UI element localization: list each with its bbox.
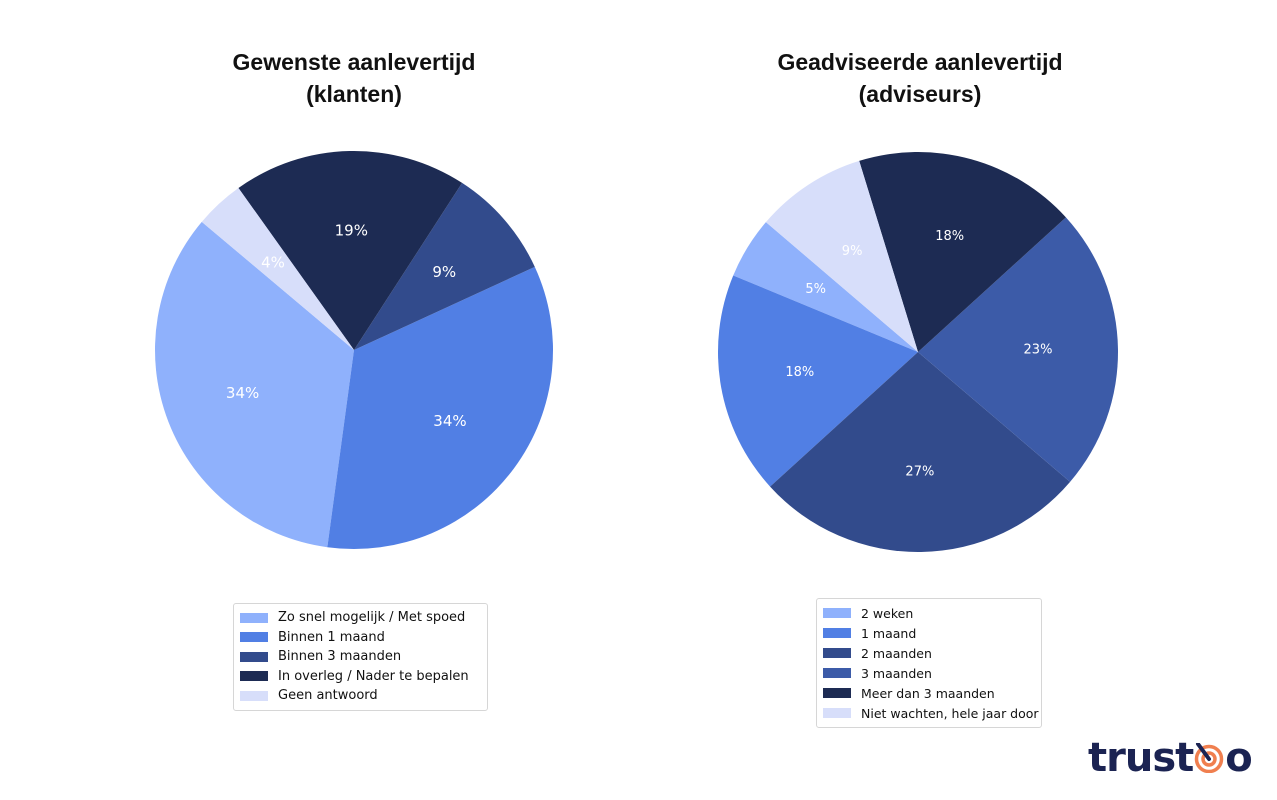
pie-slice [859, 152, 1066, 352]
chart-title-adviseurs: Geadviseerde aanlevertijd (adviseurs) [720, 46, 1120, 110]
legend-item: Meer dan 3 maanden [823, 683, 1035, 703]
legend-swatch [240, 612, 268, 623]
pie-slice [733, 222, 918, 352]
legend-swatch [823, 668, 851, 678]
slice-percentage-label: 19% [335, 222, 368, 240]
pie-slice [238, 151, 463, 350]
chart-title-line2: (adviseurs) [858, 81, 982, 107]
legend-label: 2 maanden [861, 645, 932, 661]
legend-swatch [823, 648, 851, 658]
legend-klanten: Zo snel mogelijk / Met spoed Binnen 1 ma… [233, 603, 488, 711]
pie-slice [155, 221, 354, 548]
pie-slice [770, 352, 1071, 552]
legend-swatch [823, 628, 851, 638]
legend-label: In overleg / Nader te bepalen [278, 668, 469, 684]
slice-percentage-label: 27% [905, 464, 934, 479]
legend-swatch [240, 632, 268, 643]
pie-slice [201, 187, 354, 350]
legend-item: Niet wachten, hele jaar door [823, 703, 1039, 723]
legend-swatch [240, 690, 268, 701]
legend-item: 3 maanden [823, 663, 1035, 683]
pie-chart-klanten: 34% 34% 9% 19% 4% [155, 151, 553, 549]
legend-label: Zo snel mogelijk / Met spoed [278, 610, 466, 626]
slice-percentage-label: 34% [433, 412, 466, 430]
legend-item: Binnen 1 maand [240, 628, 481, 648]
legend-swatch [823, 688, 851, 698]
legend-label: Geen antwoord [278, 688, 378, 704]
chart-title-line1: Geadviseerde aanlevertijd [777, 49, 1063, 75]
legend-item: Zo snel mogelijk / Met spoed [240, 608, 481, 628]
pie-slice [918, 217, 1118, 482]
pie-slice [354, 182, 535, 350]
legend-swatch [823, 708, 851, 718]
legend-label: Binnen 3 maanden [278, 649, 402, 665]
legend-item: Geen antwoord [240, 686, 481, 706]
target-icon [1195, 742, 1224, 774]
legend-swatch [240, 651, 268, 662]
legend-item: 2 weken [823, 603, 1035, 623]
slice-percentage-label: 4% [261, 253, 285, 271]
slice-percentage-label: 23% [1024, 343, 1053, 358]
slice-percentage-label: 9% [842, 244, 863, 259]
legend-swatch [823, 608, 851, 618]
slice-percentage-label: 34% [226, 384, 259, 402]
pie-chart-adviseurs: 5% 18% 27% 23% 18% 9% [718, 152, 1118, 552]
legend-label: 3 maanden [861, 665, 932, 681]
chart-title-line2: (klanten) [306, 81, 402, 107]
pie-slice [718, 275, 918, 487]
legend-label: Binnen 1 maand [278, 629, 385, 645]
legend-label: 2 weken [861, 605, 914, 621]
legend-label: Niet wachten, hele jaar door [861, 705, 1039, 721]
legend-label: 1 maand [861, 625, 917, 641]
pie-slice [327, 266, 553, 549]
pie-slice [765, 160, 918, 352]
chart-title-klanten: Gewenste aanlevertijd (klanten) [154, 46, 554, 110]
slice-percentage-label: 18% [935, 229, 964, 244]
logo-text-end: o [1225, 735, 1253, 781]
logo-text-start: trust [1088, 735, 1194, 781]
slice-percentage-label: 18% [785, 365, 814, 380]
slice-percentage-label: 9% [432, 263, 456, 281]
legend-adviseurs: 2 weken 1 maand 2 maanden 3 maanden Meer… [816, 598, 1042, 728]
trustoo-logo: trust o [1088, 733, 1253, 783]
legend-item: 2 maanden [823, 643, 1035, 663]
legend-swatch [240, 671, 268, 682]
legend-item: 1 maand [823, 623, 1035, 643]
slice-percentage-label: 5% [805, 282, 826, 297]
legend-item: Binnen 3 maanden [240, 647, 481, 667]
legend-label: Meer dan 3 maanden [861, 685, 995, 701]
chart-title-line1: Gewenste aanlevertijd [232, 49, 476, 75]
legend-item: In overleg / Nader te bepalen [240, 667, 481, 687]
